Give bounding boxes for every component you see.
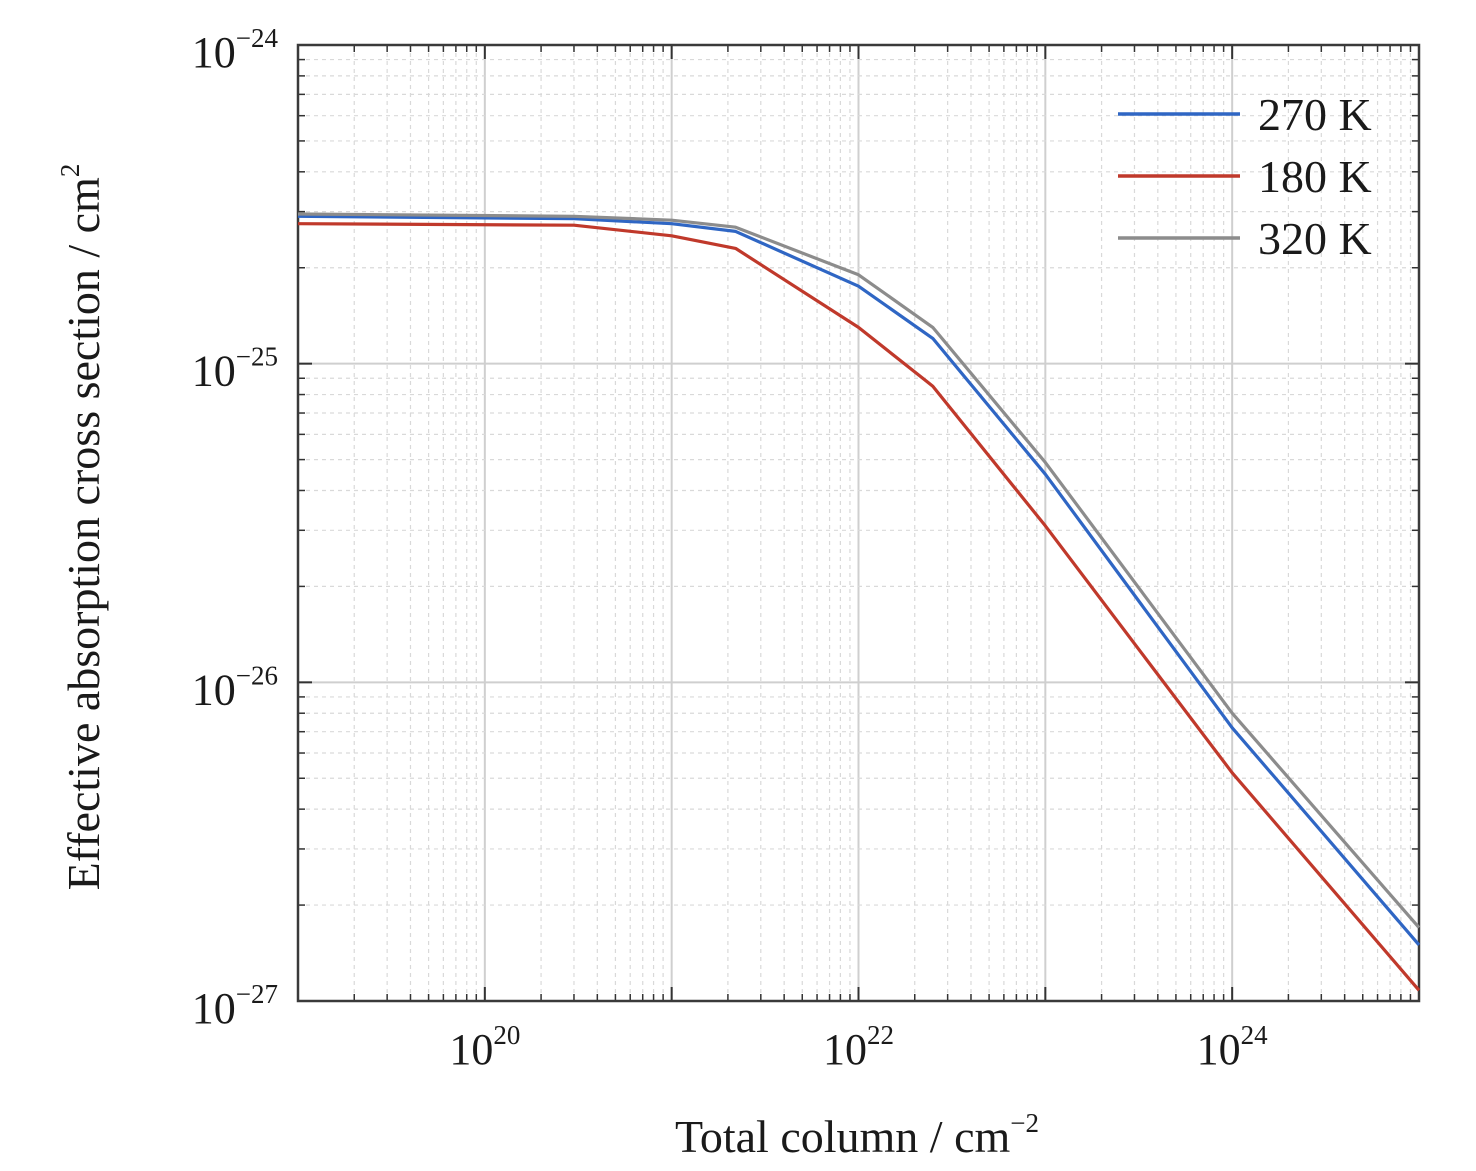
y-tick-label: 10−27 — [192, 979, 278, 1033]
grid — [297, 44, 1419, 1002]
x-tick-label: 1022 — [823, 1020, 894, 1074]
series-line-320-k — [297, 212, 1421, 929]
y-axis-title: Effective absorption cross section / cm2 — [55, 164, 109, 891]
x-tick-label: 1020 — [449, 1020, 520, 1074]
x-tick-label: 1024 — [1197, 1020, 1269, 1074]
y-tick-label: 10−26 — [192, 660, 278, 714]
legend: 270 K 180 K 320 K — [1118, 89, 1372, 264]
y-tick-label: 10−25 — [192, 342, 278, 396]
x-axis-title: Total column / cm−2 — [675, 1108, 1039, 1162]
plot-frame — [296, 43, 1421, 1003]
series-line-180-k — [297, 222, 1421, 992]
y-tick-label: 10−24 — [192, 23, 279, 77]
legend-label: 270 K — [1258, 89, 1372, 140]
series-lines — [297, 212, 1421, 992]
legend-label: 320 K — [1258, 213, 1372, 264]
tick-labels: 1020 1022 1024 10−24 10−25 10−26 10−27 — [192, 23, 1268, 1074]
legend-label: 180 K — [1258, 151, 1372, 202]
series-line-270-k — [297, 214, 1421, 946]
